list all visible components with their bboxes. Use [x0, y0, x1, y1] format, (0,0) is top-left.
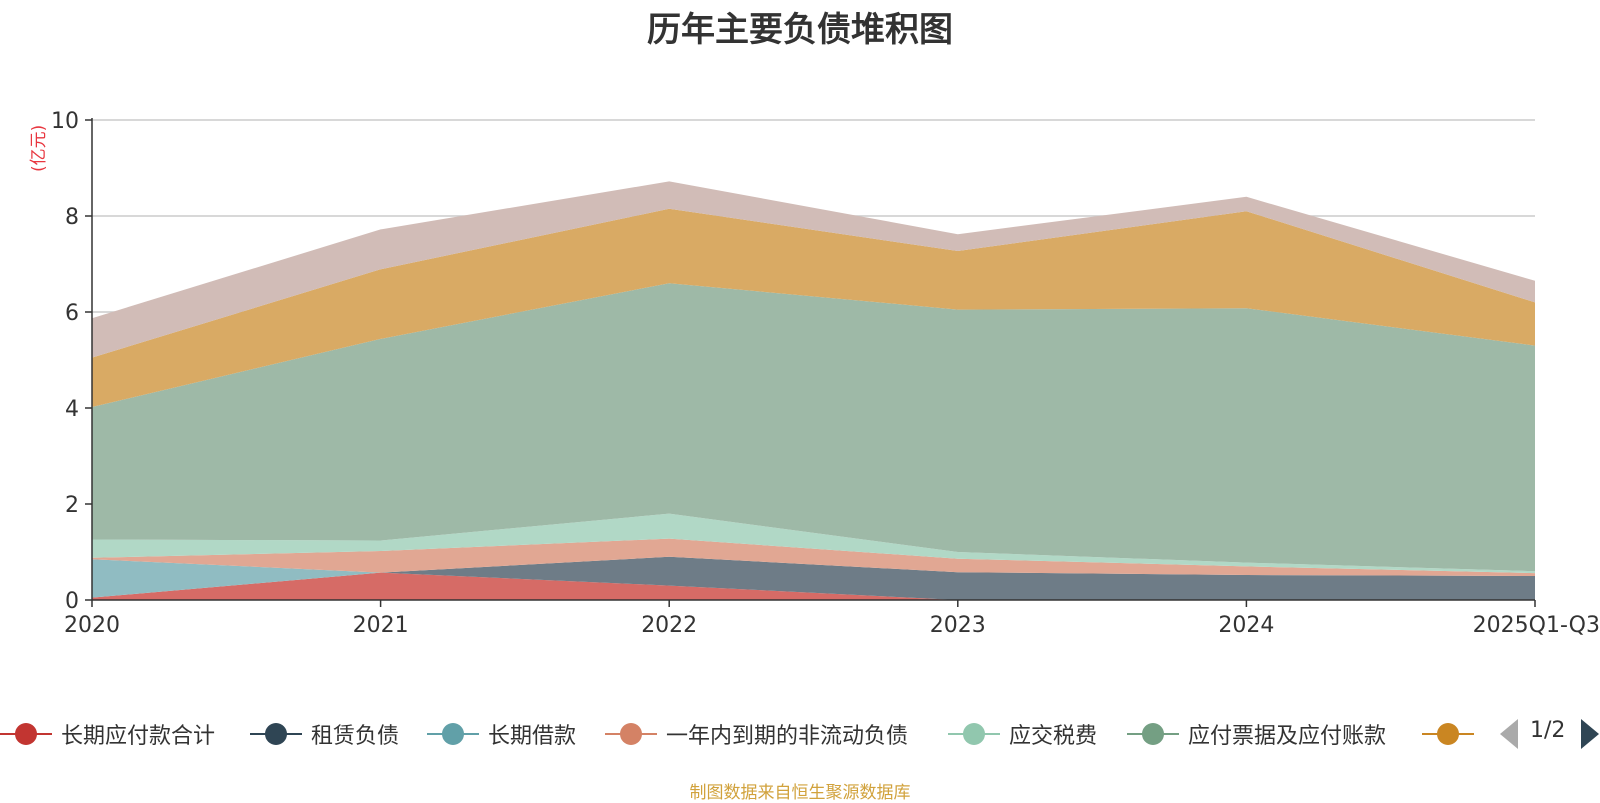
area-series-1[interactable] [92, 556, 1535, 600]
x-tick-label: 2022 [641, 613, 697, 638]
x-tick-label: 2024 [1218, 613, 1274, 638]
y-tick-label: 6 [65, 301, 79, 326]
legend-marker-icon [605, 716, 657, 752]
y-tick-label: 2 [65, 493, 79, 518]
legend-label: 租赁负债 [311, 724, 400, 749]
legend-item-3[interactable]: 一年内到期的非流动负债 [605, 716, 908, 752]
legend-marker-icon [427, 716, 479, 752]
x-tick-label: 2023 [930, 613, 986, 638]
y-tick-label: 0 [65, 589, 79, 614]
legend-item-2[interactable]: 长期借款 [427, 716, 576, 752]
area-series-4[interactable] [92, 513, 1535, 574]
y-tick-label: 8 [65, 205, 79, 230]
legend-label: 长期应付款合计 [61, 724, 216, 749]
y-tick-label: 4 [65, 397, 79, 422]
legend-marker-icon [1127, 716, 1179, 752]
area-series-6[interactable] [92, 208, 1535, 407]
legend-label: 一年内到期的非流动负债 [666, 724, 909, 749]
legend-prev-page-icon[interactable] [1500, 719, 1518, 749]
data-source-note: 制图数据来自恒生聚源数据库 [689, 783, 911, 803]
area-series-7[interactable] [92, 181, 1535, 358]
area-series-3[interactable] [92, 538, 1535, 576]
legend-next-page-icon[interactable] [1581, 719, 1599, 749]
area-series-5[interactable] [92, 283, 1535, 572]
legend-page-indicator: 1/2 [1530, 718, 1566, 743]
legend-item-5[interactable]: 应付票据及应付账款 [1127, 716, 1386, 752]
legend-item-4[interactable]: 应交税费 [948, 716, 1097, 752]
legend-label: 应付票据及应付账款 [1188, 724, 1387, 749]
legend-pager: 1/2 [1500, 716, 1600, 752]
chart-title: 历年主要负债堆积图 [647, 10, 953, 50]
y-tick-label: 10 [51, 109, 79, 134]
legend-item-6[interactable] [1422, 716, 1474, 752]
legend-item-1[interactable]: 租赁负债 [250, 716, 399, 752]
x-tick-label: 2020 [64, 613, 120, 638]
legend-marker-icon [0, 716, 52, 752]
chart-legend: 长期应付款合计 租赁负债 长期借款 一年内到期的非流动负债 应交税费 应付票据及应付账款 [0, 716, 1600, 752]
legend-item-0[interactable]: 长期应付款合计 [0, 716, 215, 752]
legend-marker-icon [948, 716, 1000, 752]
x-tick-label: 2025Q1-Q3 [1473, 613, 1600, 638]
area-series-0[interactable] [92, 572, 1535, 600]
legend-marker-icon [1422, 716, 1474, 752]
x-tick-label: 2021 [353, 613, 409, 638]
legend-marker-icon [250, 716, 302, 752]
legend-label: 应交税费 [1009, 724, 1098, 749]
legend-label: 长期借款 [488, 724, 577, 749]
